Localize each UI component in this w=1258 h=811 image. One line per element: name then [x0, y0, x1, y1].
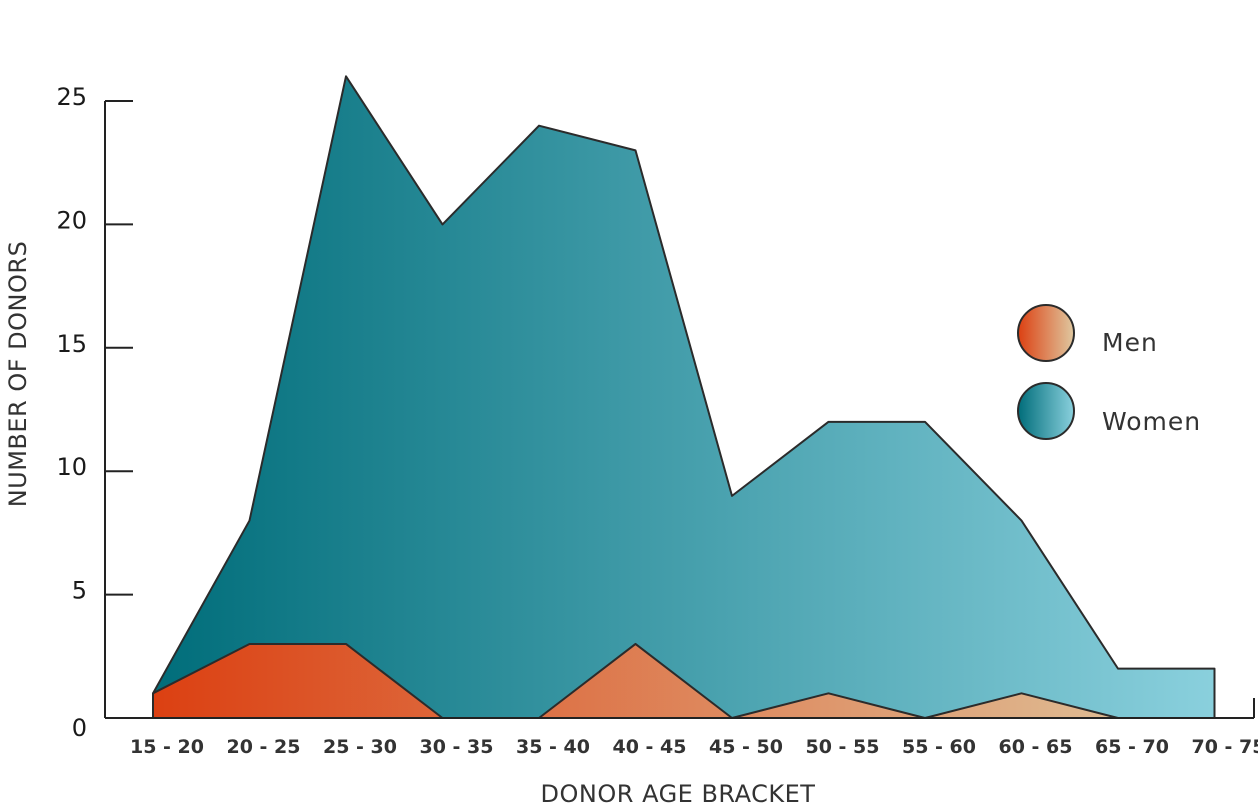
y-axis-title: NUMBER OF DONORS: [4, 241, 32, 508]
y-tick-label: 5: [72, 577, 87, 605]
x-tick-label: 60 - 65: [999, 736, 1073, 758]
x-tick-label: 50 - 55: [806, 736, 880, 758]
x-tick-label: 25 - 30: [323, 736, 397, 758]
x-tick-labels: 15 - 20 20 - 25 25 - 30 30 - 35 35 - 40 40 - …: [130, 736, 1258, 758]
x-tick-label: 20 - 25: [227, 736, 301, 758]
women-area: [152, 75, 1216, 719]
x-tick-label: 35 - 40: [516, 736, 590, 758]
x-tick-label: 40 - 45: [613, 736, 687, 758]
legend-men-label: Men: [1102, 328, 1158, 357]
x-axis-title: DONOR AGE BRACKET: [541, 780, 816, 808]
x-tick-label: 15 - 20: [130, 736, 204, 758]
axes: [104, 101, 1255, 719]
y-tick-label: 20: [56, 206, 87, 234]
x-tick-label: 65 - 70: [1095, 736, 1169, 758]
x-tick-label: 70 - 75: [1192, 736, 1258, 758]
y-tick-label: 0: [72, 714, 87, 742]
x-tick-label: 30 - 35: [420, 736, 494, 758]
legend-women-swatch: [1017, 382, 1075, 440]
legend-women-label: Women: [1102, 407, 1201, 436]
x-tick-label: 55 - 60: [902, 736, 976, 758]
y-tick-label: 15: [56, 330, 87, 358]
y-tick-label: 10: [56, 453, 87, 481]
legend-men-swatch: [1017, 304, 1075, 362]
legend: Men Women: [1017, 304, 1201, 440]
men-area: [152, 642, 1216, 719]
area-series-group: [152, 75, 1216, 719]
y-ticks: 0 5 10 15 20 25: [56, 83, 133, 742]
y-tick-label: 25: [56, 83, 87, 111]
x-tick-label: 45 - 50: [709, 736, 783, 758]
